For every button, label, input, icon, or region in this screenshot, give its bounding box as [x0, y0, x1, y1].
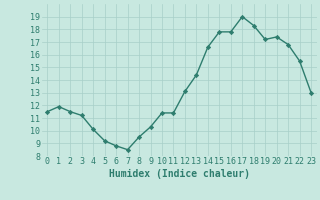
X-axis label: Humidex (Indice chaleur): Humidex (Indice chaleur)	[109, 169, 250, 179]
